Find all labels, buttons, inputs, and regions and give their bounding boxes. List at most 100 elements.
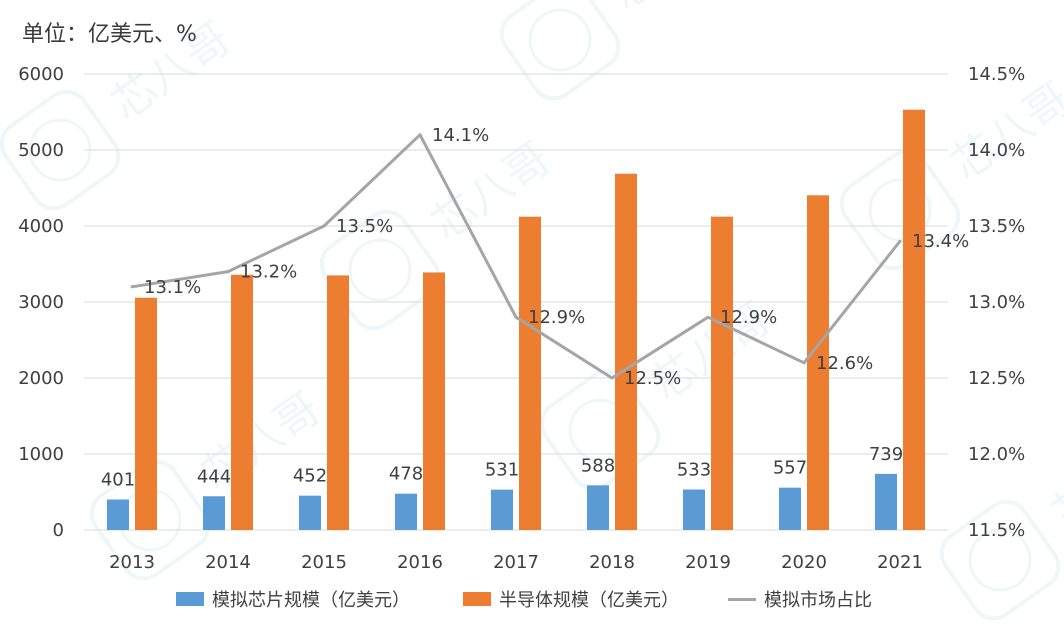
share-label: 12.6% bbox=[816, 353, 873, 374]
x-axis: 2013 2014 2015 2016 2017 2018 2019 2020 2021 bbox=[109, 552, 923, 573]
gridlines bbox=[84, 73, 948, 531]
share-label: 13.4% bbox=[912, 231, 969, 252]
legend-item-analog: 模拟芯片规模（亿美元） bbox=[176, 586, 410, 612]
x-tick-label: 2014 bbox=[205, 552, 251, 573]
legend-label-analog: 模拟芯片规模（亿美元） bbox=[212, 590, 410, 611]
data-labels: 401 444 452 478 531 588 533 557 739 13.1% 13.2% 13.… bbox=[101, 125, 969, 491]
share-label: 13.2% bbox=[240, 262, 297, 283]
share-point bbox=[514, 315, 518, 319]
right-tick-label: 14.0% bbox=[968, 140, 1025, 161]
x-tick-label: 2013 bbox=[109, 552, 155, 573]
bar-analog-label: 444 bbox=[197, 466, 231, 487]
bar-semiconductor bbox=[327, 275, 349, 530]
watermark-text: 芯八哥 bbox=[942, 73, 1064, 190]
x-tick-label: 2019 bbox=[685, 552, 731, 573]
bar-semiconductor bbox=[807, 195, 829, 530]
watermark-circle bbox=[118, 488, 182, 552]
watermark-5: 芯八哥 bbox=[499, 0, 740, 101]
bar-semiconductor bbox=[231, 274, 253, 530]
share-point bbox=[130, 285, 134, 289]
share-point bbox=[610, 376, 614, 380]
bar-semiconductor bbox=[615, 173, 637, 530]
x-tick-label: 2020 bbox=[781, 552, 827, 573]
share-label: 13.1% bbox=[144, 277, 201, 298]
watermark-circle bbox=[528, 8, 592, 72]
watermark-0: 芯八哥 bbox=[0, 13, 240, 211]
watermark-frame bbox=[839, 149, 961, 271]
bar-analog-label: 739 bbox=[869, 444, 903, 465]
bar-analog bbox=[587, 485, 609, 530]
share-label: 12.9% bbox=[720, 307, 777, 328]
watermark-frame bbox=[0, 89, 121, 211]
right-tick-label: 13.0% bbox=[968, 292, 1025, 313]
legend-swatch-share bbox=[728, 597, 756, 601]
bar-analog bbox=[491, 489, 513, 530]
bar-analog bbox=[395, 493, 417, 530]
legend-label-semiconductor: 半导体规模（亿美元） bbox=[499, 590, 679, 611]
share-point bbox=[706, 315, 710, 319]
x-tick-label: 2015 bbox=[301, 552, 347, 573]
right-tick-label: 13.5% bbox=[968, 216, 1025, 237]
bar-analog-label: 452 bbox=[293, 466, 327, 487]
bar-analog bbox=[779, 487, 801, 530]
share-point bbox=[418, 133, 422, 137]
left-tick-label: 6000 bbox=[18, 64, 64, 85]
watermark-circle bbox=[28, 118, 92, 182]
bar-semiconductor bbox=[711, 216, 733, 531]
bar-analog bbox=[683, 489, 705, 530]
watermark-frame bbox=[499, 0, 621, 101]
legend: 模拟芯片规模（亿美元） 半导体规模（亿美元） 模拟市场占比 bbox=[0, 586, 1064, 616]
right-axis: 11.5% 12.0% 12.5% 13.0% 13.5% 14.0% 14.5% bbox=[968, 64, 1025, 541]
watermark-circle bbox=[968, 528, 1032, 592]
share-label: 12.9% bbox=[528, 307, 585, 328]
bar-semiconductor bbox=[135, 297, 157, 530]
legend-label-share: 模拟市场占比 bbox=[764, 590, 872, 611]
x-tick-label: 2017 bbox=[493, 552, 539, 573]
left-tick-label: 5000 bbox=[18, 140, 64, 161]
watermark-text: 芯八哥 bbox=[1042, 423, 1064, 540]
legend-swatch-analog bbox=[176, 592, 204, 606]
bar-analog-label: 401 bbox=[101, 470, 135, 491]
left-tick-label: 3000 bbox=[18, 292, 64, 313]
bar-analog-label: 478 bbox=[389, 464, 423, 485]
legend-item-semiconductor: 半导体规模（亿美元） bbox=[463, 586, 679, 612]
bar-semiconductor bbox=[903, 109, 925, 530]
x-tick-label: 2021 bbox=[877, 552, 923, 573]
right-tick-label: 12.5% bbox=[968, 368, 1025, 389]
share-point bbox=[802, 361, 806, 365]
share-point bbox=[226, 270, 230, 274]
line-layer bbox=[130, 133, 902, 380]
left-axis: 0 1000 2000 3000 4000 5000 6000 bbox=[18, 64, 64, 541]
share-label: 12.5% bbox=[624, 368, 681, 389]
unit-label: 单位：亿美元、% bbox=[22, 22, 197, 47]
share-label: 13.5% bbox=[336, 216, 393, 237]
bar-semiconductor bbox=[423, 272, 445, 530]
bar-analog-label: 557 bbox=[773, 458, 807, 479]
bar-analog bbox=[203, 496, 225, 530]
share-label: 14.1% bbox=[432, 125, 489, 146]
right-tick-label: 14.5% bbox=[968, 64, 1025, 85]
left-tick-label: 1000 bbox=[18, 444, 64, 465]
bar-analog bbox=[875, 473, 897, 530]
right-tick-label: 11.5% bbox=[968, 520, 1025, 541]
share-point bbox=[322, 224, 326, 228]
x-tick-label: 2016 bbox=[397, 552, 443, 573]
bar-analog bbox=[107, 499, 129, 530]
watermark-circle bbox=[348, 238, 412, 302]
watermark-text: 芯八哥 bbox=[602, 0, 739, 20]
watermark-frame bbox=[939, 499, 1061, 621]
bar-analog-label: 588 bbox=[581, 455, 615, 476]
left-tick-label: 0 bbox=[53, 520, 64, 541]
left-tick-label: 2000 bbox=[18, 368, 64, 389]
share-point bbox=[898, 239, 902, 243]
watermark-frame bbox=[89, 459, 211, 581]
bar-analog bbox=[299, 495, 321, 530]
left-tick-label: 4000 bbox=[18, 216, 64, 237]
legend-item-share: 模拟市场占比 bbox=[728, 586, 872, 612]
bars-layer bbox=[107, 109, 925, 531]
bar-analog-label: 533 bbox=[677, 459, 711, 480]
right-tick-label: 12.0% bbox=[968, 444, 1025, 465]
bar-semiconductor bbox=[519, 216, 541, 530]
x-tick-label: 2018 bbox=[589, 552, 635, 573]
